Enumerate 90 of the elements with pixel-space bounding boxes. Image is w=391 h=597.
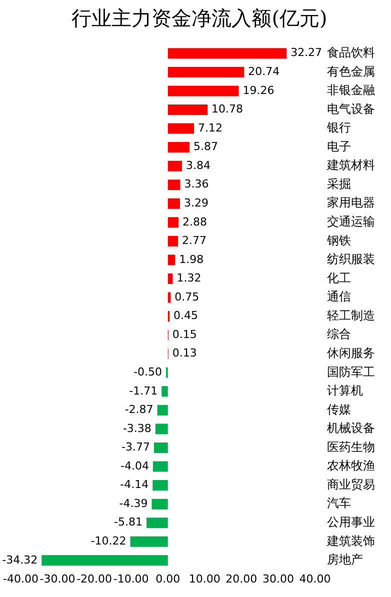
y-tick-label: 采掘 bbox=[327, 176, 351, 191]
y-tick-label: 食品饮料 bbox=[327, 46, 375, 60]
data-label: -2.87 bbox=[124, 403, 154, 416]
bar bbox=[130, 536, 168, 547]
y-tick-label: 有色金属 bbox=[327, 64, 375, 78]
data-label: 5.87 bbox=[193, 140, 218, 154]
y-tick-label: 家用电器 bbox=[327, 196, 375, 210]
data-label: -3.38 bbox=[122, 422, 152, 435]
data-label: 1.32 bbox=[176, 272, 202, 285]
data-label: 2.77 bbox=[182, 234, 207, 248]
data-label: 7.12 bbox=[198, 121, 223, 134]
y-tick-label: 纺织服装 bbox=[327, 252, 375, 266]
y-tick-label: 通信 bbox=[327, 290, 351, 304]
y-tick-label: 综合 bbox=[327, 327, 351, 342]
y-tick-label: 建筑材料 bbox=[326, 158, 375, 172]
bar bbox=[168, 217, 178, 228]
data-label: 20.74 bbox=[248, 65, 280, 78]
bar bbox=[168, 123, 194, 134]
y-tick-label: 汽车 bbox=[327, 496, 351, 510]
data-label: -34.32 bbox=[2, 553, 38, 566]
bar bbox=[162, 386, 168, 397]
data-label: 1.98 bbox=[179, 252, 204, 266]
data-label: -5.81 bbox=[114, 516, 142, 529]
y-tick-label: 房地产 bbox=[327, 552, 363, 567]
x-tick-label: 10.00 bbox=[188, 572, 220, 586]
data-label: -10.22 bbox=[90, 534, 126, 548]
data-label: -3.77 bbox=[122, 440, 150, 454]
y-tick-label: 休闲服务 bbox=[327, 346, 375, 360]
x-tick-label: 40.00 bbox=[299, 572, 331, 586]
data-label: -4.04 bbox=[120, 459, 150, 472]
x-tick-label: 30.00 bbox=[262, 572, 294, 586]
y-tick-label: 传媒 bbox=[327, 402, 351, 416]
bar bbox=[168, 254, 176, 266]
data-label: -4.14 bbox=[120, 478, 149, 492]
y-tick-label: 钢铁 bbox=[326, 233, 351, 248]
bar bbox=[146, 518, 168, 528]
bar bbox=[168, 273, 173, 284]
bar bbox=[157, 404, 168, 416]
y-tick-label: 计算机 bbox=[327, 384, 363, 398]
bar bbox=[152, 498, 168, 510]
data-label: 10.78 bbox=[212, 102, 244, 116]
bar bbox=[152, 480, 168, 491]
y-tick-label: 电子 bbox=[327, 139, 351, 154]
y-tick-label: 化工 bbox=[327, 270, 351, 285]
y-tick-label: 银行 bbox=[326, 120, 351, 135]
data-label: 3.29 bbox=[184, 196, 208, 210]
data-label: 2.88 bbox=[182, 215, 207, 228]
bar bbox=[168, 48, 287, 59]
bar bbox=[168, 236, 178, 246]
x-tick-label: 0.00 bbox=[156, 572, 180, 586]
bar bbox=[168, 198, 180, 209]
x-tick-label: -30.00 bbox=[40, 572, 76, 586]
chart-title: 行业主力资金净流入额(亿元) bbox=[72, 6, 328, 30]
bar bbox=[153, 461, 168, 472]
data-label: -0.50 bbox=[134, 365, 162, 378]
y-tick-label: 国防军工 bbox=[327, 364, 375, 379]
x-tick-label: -10.00 bbox=[113, 572, 149, 586]
data-label: 3.84 bbox=[186, 158, 210, 172]
data-label: 19.26 bbox=[242, 84, 274, 97]
bar bbox=[42, 555, 168, 566]
x-tick-label: 20.00 bbox=[226, 572, 258, 586]
y-tick-label: 电气设备 bbox=[327, 102, 375, 116]
bar bbox=[168, 104, 208, 115]
data-label: 0.75 bbox=[174, 290, 200, 304]
data-label: -4.39 bbox=[119, 496, 148, 510]
y-tick-label: 交通运输 bbox=[327, 214, 375, 229]
y-tick-label: 公用事业 bbox=[327, 514, 375, 529]
data-label: 3.36 bbox=[184, 178, 209, 191]
data-label: 32.27 bbox=[290, 46, 322, 60]
y-tick-label: 机械设备 bbox=[327, 421, 375, 436]
bar bbox=[168, 66, 244, 78]
y-tick-label: 商业贸易 bbox=[327, 477, 375, 492]
bar bbox=[155, 424, 168, 434]
bar bbox=[168, 86, 239, 96]
bar bbox=[168, 160, 182, 172]
data-label: 0.15 bbox=[172, 328, 197, 341]
data-label: -1.71 bbox=[129, 384, 158, 398]
y-tick-label: 建筑装饰 bbox=[326, 534, 375, 548]
bar bbox=[168, 142, 190, 153]
bar bbox=[168, 292, 171, 303]
y-tick-label: 轻工制造 bbox=[327, 308, 375, 322]
x-tick-label: -40.00 bbox=[2, 572, 38, 586]
bar bbox=[168, 180, 180, 190]
x-tick-label: -20.00 bbox=[76, 572, 112, 586]
y-tick-label: 医药生物 bbox=[327, 440, 375, 454]
y-tick-label: 非银金融 bbox=[327, 83, 375, 98]
data-label: 0.13 bbox=[172, 346, 197, 360]
data-label: 0.45 bbox=[174, 309, 198, 322]
y-tick-label: 农林牧渔 bbox=[327, 458, 375, 473]
bar bbox=[154, 442, 168, 453]
